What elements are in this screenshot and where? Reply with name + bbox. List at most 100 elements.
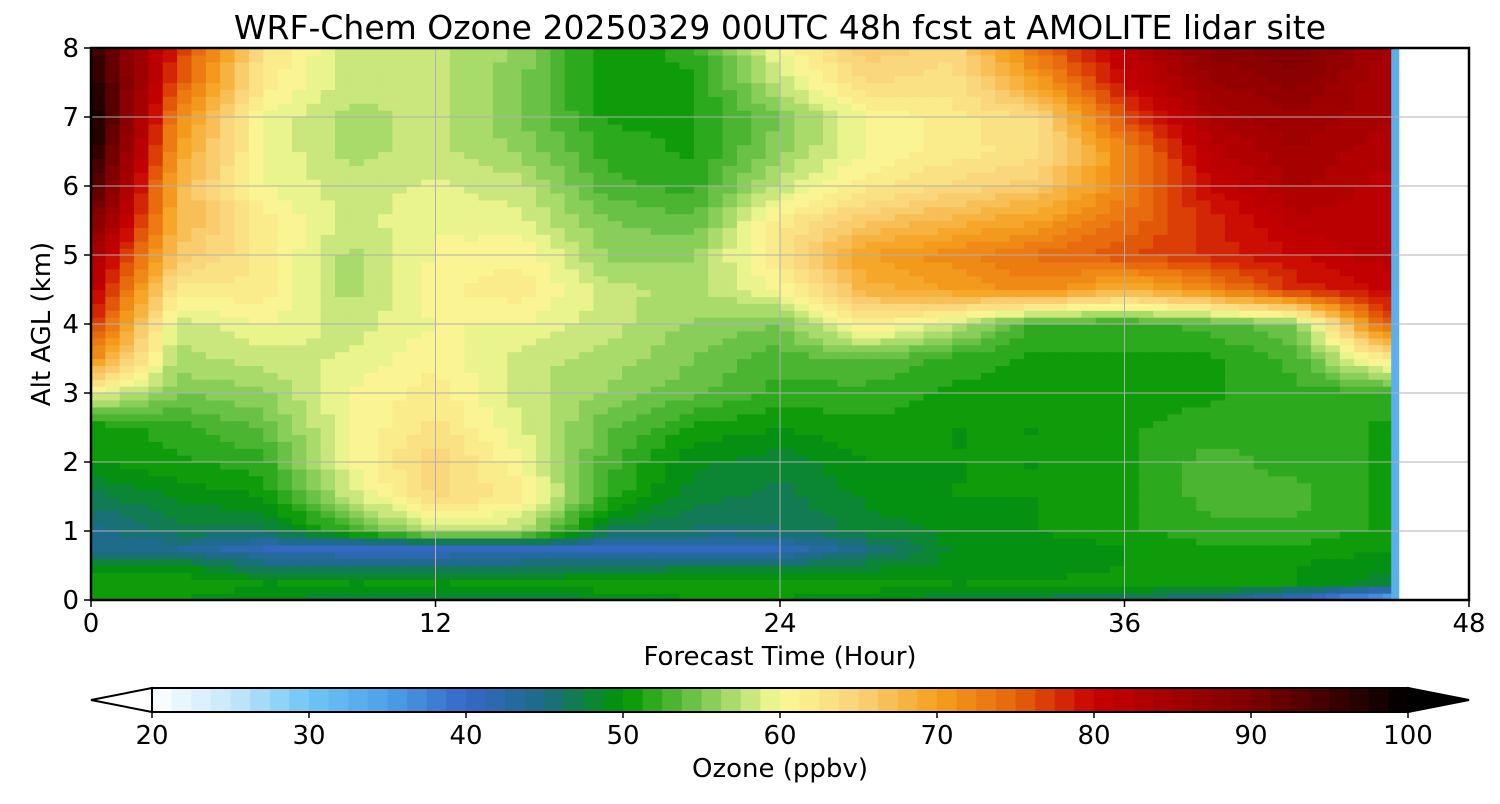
heatmap-cell bbox=[851, 496, 867, 504]
heatmap-cell bbox=[923, 103, 939, 111]
heatmap-cell bbox=[665, 130, 681, 139]
heatmap-cell bbox=[421, 158, 437, 166]
heatmap-cell bbox=[636, 337, 652, 346]
heatmap-cell bbox=[464, 337, 480, 346]
heatmap-cell bbox=[335, 82, 350, 90]
heatmap-cell bbox=[277, 268, 293, 277]
heatmap-cell bbox=[866, 110, 882, 118]
heatmap-cell bbox=[937, 130, 953, 139]
heatmap-cell bbox=[134, 110, 150, 118]
heatmap-cell bbox=[119, 261, 135, 270]
heatmap-cell bbox=[177, 220, 193, 228]
heatmap-cell bbox=[406, 337, 422, 346]
heatmap-cell bbox=[808, 165, 824, 173]
heatmap-cell bbox=[679, 130, 695, 139]
heatmap-cell bbox=[507, 337, 523, 346]
heatmap-cell bbox=[550, 268, 566, 277]
heatmap-cell bbox=[234, 496, 250, 504]
heatmap-cell bbox=[234, 165, 250, 173]
heatmap-cell bbox=[191, 275, 207, 284]
heatmap-cell bbox=[966, 393, 982, 401]
heatmap-cell bbox=[550, 282, 566, 291]
heatmap-cell bbox=[550, 482, 566, 491]
heatmap-cell bbox=[937, 158, 953, 166]
heatmap-cell bbox=[607, 96, 623, 104]
heatmap-cell bbox=[593, 199, 609, 208]
heatmap-cell bbox=[564, 110, 580, 118]
heatmap-cell bbox=[177, 261, 193, 270]
heatmap-cell bbox=[665, 103, 681, 111]
heatmap-cell bbox=[105, 317, 121, 325]
heatmap-cell bbox=[392, 255, 408, 263]
heatmap-cell bbox=[880, 565, 896, 573]
heatmap-layer bbox=[91, 48, 1400, 600]
heatmap-cell bbox=[622, 48, 638, 56]
heatmap-cell bbox=[291, 206, 307, 215]
heatmap-cell bbox=[550, 593, 566, 600]
heatmap-cell bbox=[205, 517, 221, 525]
heatmap-cell bbox=[736, 255, 752, 263]
heatmap-cell bbox=[378, 489, 394, 498]
heatmap-cell bbox=[105, 503, 121, 511]
heatmap-cell bbox=[909, 289, 925, 297]
heatmap-cell bbox=[162, 537, 178, 546]
heatmap-cell bbox=[162, 351, 178, 360]
heatmap-cell bbox=[521, 393, 537, 401]
heatmap-cell bbox=[650, 510, 666, 518]
heatmap-cell bbox=[464, 324, 480, 332]
heatmap-cell bbox=[248, 503, 264, 511]
heatmap-cell bbox=[507, 510, 523, 518]
heatmap-cell bbox=[263, 261, 279, 270]
heatmap-cell bbox=[952, 165, 968, 173]
heatmap-cell bbox=[464, 537, 480, 546]
heatmap-cell bbox=[593, 489, 609, 498]
heatmap-cell bbox=[665, 289, 681, 297]
heatmap-cell bbox=[894, 123, 910, 132]
heatmap-cell bbox=[263, 524, 279, 532]
heatmap-cell bbox=[894, 206, 910, 215]
heatmap-cell bbox=[320, 317, 336, 325]
heatmap-cell bbox=[722, 172, 738, 180]
heatmap-cell bbox=[335, 510, 350, 518]
heatmap-cell bbox=[579, 475, 594, 484]
heatmap-cell bbox=[909, 537, 925, 546]
heatmap-cell bbox=[593, 179, 609, 187]
heatmap-cell bbox=[421, 413, 437, 422]
heatmap-cell bbox=[980, 441, 996, 449]
heatmap-cell bbox=[349, 455, 365, 463]
heatmap-cell bbox=[980, 455, 996, 463]
heatmap-cell bbox=[564, 503, 580, 511]
heatmap-cell bbox=[880, 89, 896, 97]
heatmap-cell bbox=[392, 593, 408, 600]
heatmap-cell bbox=[952, 448, 968, 456]
heatmap-cell bbox=[234, 537, 250, 546]
heatmap-cell bbox=[751, 151, 767, 159]
heatmap-cell bbox=[980, 393, 996, 401]
heatmap-cell bbox=[607, 434, 623, 442]
heatmap-cell bbox=[708, 48, 724, 56]
heatmap-cell bbox=[406, 61, 422, 70]
heatmap-cell bbox=[220, 544, 236, 553]
heatmap-cell bbox=[593, 413, 609, 422]
heatmap-cell bbox=[593, 151, 609, 159]
heatmap-cell bbox=[894, 448, 910, 456]
heatmap-cell bbox=[751, 393, 767, 401]
heatmap-cell bbox=[234, 123, 250, 132]
heatmap-cell bbox=[808, 448, 824, 456]
heatmap-cell bbox=[91, 448, 106, 456]
heatmap-cell bbox=[291, 151, 307, 159]
heatmap-cell bbox=[148, 586, 164, 594]
heatmap-cell bbox=[492, 579, 508, 587]
heatmap-cell bbox=[851, 282, 867, 291]
heatmap-cell bbox=[650, 158, 666, 166]
heatmap-cell bbox=[435, 510, 451, 518]
heatmap-cell bbox=[952, 413, 968, 422]
heatmap-cell bbox=[277, 123, 293, 132]
heatmap-cell bbox=[952, 579, 968, 587]
heatmap-cell bbox=[708, 324, 724, 332]
heatmap-cell bbox=[521, 517, 537, 525]
heatmap-cell bbox=[923, 358, 939, 366]
heatmap-cell bbox=[708, 558, 724, 567]
heatmap-cell bbox=[507, 379, 523, 387]
heatmap-cell bbox=[148, 337, 164, 346]
